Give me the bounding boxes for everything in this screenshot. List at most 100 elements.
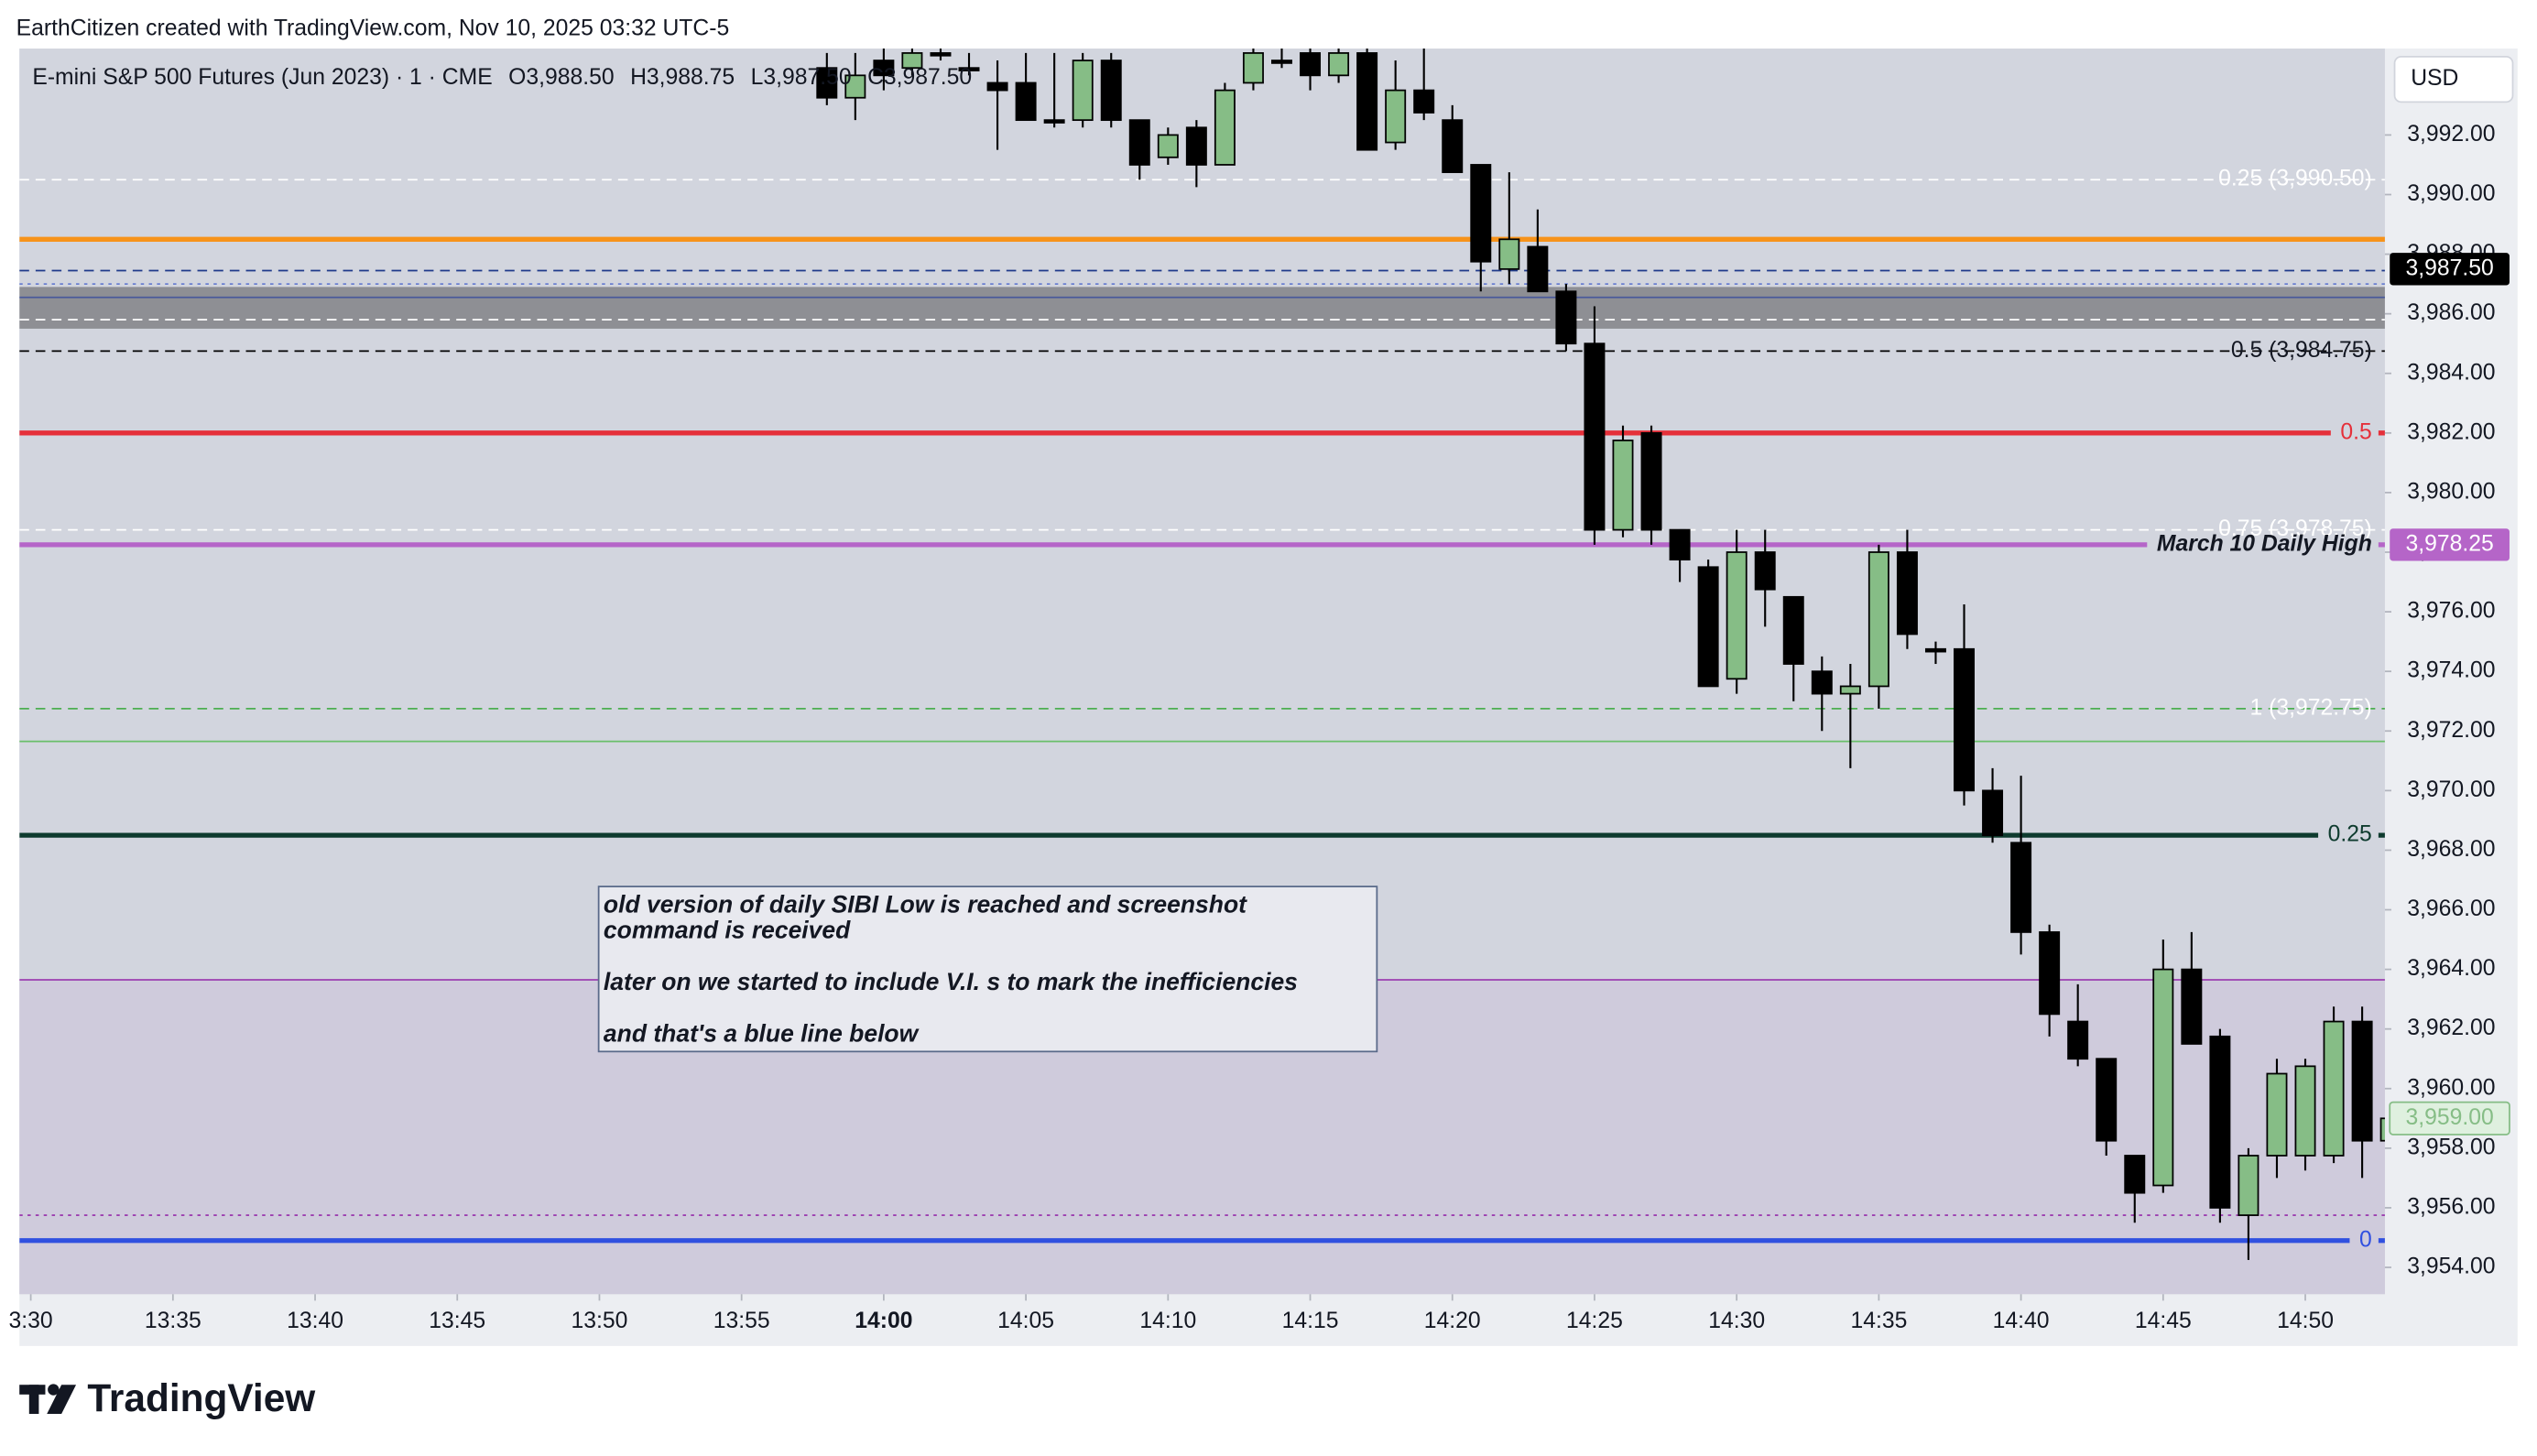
legend: E-mini S&P 500 Futures (Jun 2023) · 1 · … xyxy=(32,64,972,89)
candle-body xyxy=(1982,789,2004,837)
candle-body xyxy=(1072,60,1094,122)
candle-body xyxy=(1498,238,1520,270)
candle-body xyxy=(2067,1020,2089,1060)
candle-body xyxy=(1584,342,1606,531)
candle-body xyxy=(1669,528,1691,561)
logo-shape xyxy=(48,1384,60,1396)
y-tick-label: 3,990.00 xyxy=(2407,181,2495,206)
candle-body xyxy=(1356,52,1378,151)
x-tick-label: 3:30 xyxy=(9,1309,53,1333)
y-tick-label: 3,962.00 xyxy=(2407,1016,2495,1040)
y-tick-label: 3,976.00 xyxy=(2407,599,2495,624)
candle-body xyxy=(958,67,980,71)
x-tick-label: 14:10 xyxy=(1139,1309,1196,1333)
annotation-line: old version of daily SIBI Low is reached… xyxy=(604,890,1247,918)
candle-body xyxy=(1697,566,1719,688)
logo-shape xyxy=(28,1385,39,1415)
candle-body xyxy=(2124,1155,2146,1194)
legend-symbol: E-mini S&P 500 Futures (Jun 2023) · 1 · … xyxy=(32,64,492,89)
candle-body xyxy=(844,74,866,99)
candle-body xyxy=(2238,1155,2259,1216)
candle-body xyxy=(1470,164,1492,263)
zone xyxy=(19,287,2385,329)
y-tick-label: 3,980.00 xyxy=(2407,479,2495,504)
candle-body xyxy=(1157,134,1179,158)
candle-body xyxy=(1300,52,1322,77)
candle-body xyxy=(1442,119,1464,173)
drawing-label: 0 xyxy=(2359,1227,2372,1252)
price-label: 3,987.50 xyxy=(2405,255,2493,280)
candle-body xyxy=(1555,290,1577,345)
currency: USD xyxy=(2411,66,2458,91)
candle-body xyxy=(1385,89,1407,144)
legend-low: L3,987.50 xyxy=(751,64,852,89)
x-tick-label: 14:05 xyxy=(997,1309,1054,1333)
x-tick-label: 13:40 xyxy=(287,1309,343,1333)
annotation-line: later on we started to include V.I. s to… xyxy=(604,968,1298,995)
candle-body xyxy=(873,60,895,77)
logo-icon xyxy=(19,1384,77,1415)
candle-body xyxy=(1242,52,1264,84)
price-label-box xyxy=(2390,253,2510,286)
candle-body xyxy=(930,52,952,57)
candle-body xyxy=(1839,685,1861,695)
y-tick-label: 3,958.00 xyxy=(2407,1135,2495,1159)
candle-body xyxy=(2266,1072,2288,1157)
candle-body xyxy=(1527,245,1549,293)
drawing-label: 1 (3,972.75) xyxy=(2249,695,2371,720)
candle-body xyxy=(1754,551,1776,591)
candle-body xyxy=(1924,647,1946,653)
axes: 3,954.00 3,956.00 3,958.00 3,960.00 3,962.00… xyxy=(9,122,2510,1333)
y-tick-label: 3,968.00 xyxy=(2407,837,2495,862)
annotation-line: and that's a blue line below xyxy=(604,1020,920,1048)
x-tick-label: 13:50 xyxy=(572,1309,628,1333)
candle-body xyxy=(2323,1020,2345,1157)
drawing-label: 0.25 xyxy=(2328,822,2372,847)
candle-body xyxy=(1100,60,1122,122)
candle-body xyxy=(1612,440,1634,531)
x-tick-label: 14:45 xyxy=(2135,1309,2192,1333)
candle-body xyxy=(901,52,923,70)
candle-body xyxy=(1185,126,1207,166)
annotation-line: command is received xyxy=(604,917,851,944)
candle-body xyxy=(1954,647,1975,792)
x-tick-label: 14:35 xyxy=(1850,1309,1907,1333)
candle-body xyxy=(2152,968,2174,1187)
candle-body xyxy=(1328,52,1350,77)
logo-text: TradingView xyxy=(87,1376,316,1419)
logo-shape xyxy=(47,1385,77,1415)
x-tick-label: 14:50 xyxy=(2277,1309,2334,1333)
drawing-label: 0.75 (3,978.75) xyxy=(2218,516,2372,541)
price-label: 3,978.25 xyxy=(2405,531,2493,556)
x-tick-label: 14:15 xyxy=(1282,1309,1339,1333)
x-tick-label: 13:55 xyxy=(713,1309,770,1333)
candle-body xyxy=(1413,89,1435,114)
y-tick-label: 3,974.00 xyxy=(2407,658,2495,683)
drawing-label: 0.5 xyxy=(2340,419,2371,444)
candle-body xyxy=(816,67,838,99)
x-tick-label: 14:25 xyxy=(1566,1309,1623,1333)
candle-body xyxy=(986,81,1008,92)
y-tick-label: 3,984.00 xyxy=(2407,360,2495,385)
y-tick-label: 3,982.00 xyxy=(2407,419,2495,444)
annotation: old version of daily SIBI Low is reached… xyxy=(604,890,1298,1047)
y-tick-label: 3,966.00 xyxy=(2407,896,2495,921)
candle-body xyxy=(2294,1065,2316,1157)
y-tick-label: 3,992.00 xyxy=(2407,122,2495,147)
legend-high: H3,988.75 xyxy=(630,64,735,89)
candle-body xyxy=(2209,1035,2231,1209)
x-tick-label: 14:30 xyxy=(1708,1309,1765,1333)
candle-body xyxy=(1782,595,1804,665)
candle-body xyxy=(2379,1117,2385,1142)
credit: EarthCitizen created with TradingView.co… xyxy=(16,16,730,40)
drawing-label: March 10 Daily High xyxy=(2157,531,2372,556)
legend-open: O3,988.50 xyxy=(508,64,614,89)
currency-button[interactable] xyxy=(2393,55,2514,103)
candle-body xyxy=(2351,1020,2373,1142)
x-tick-label: 13:35 xyxy=(145,1309,201,1333)
price-label-box xyxy=(2390,528,2510,561)
annotation-box xyxy=(597,886,1378,1053)
candle-body xyxy=(1896,551,1918,636)
